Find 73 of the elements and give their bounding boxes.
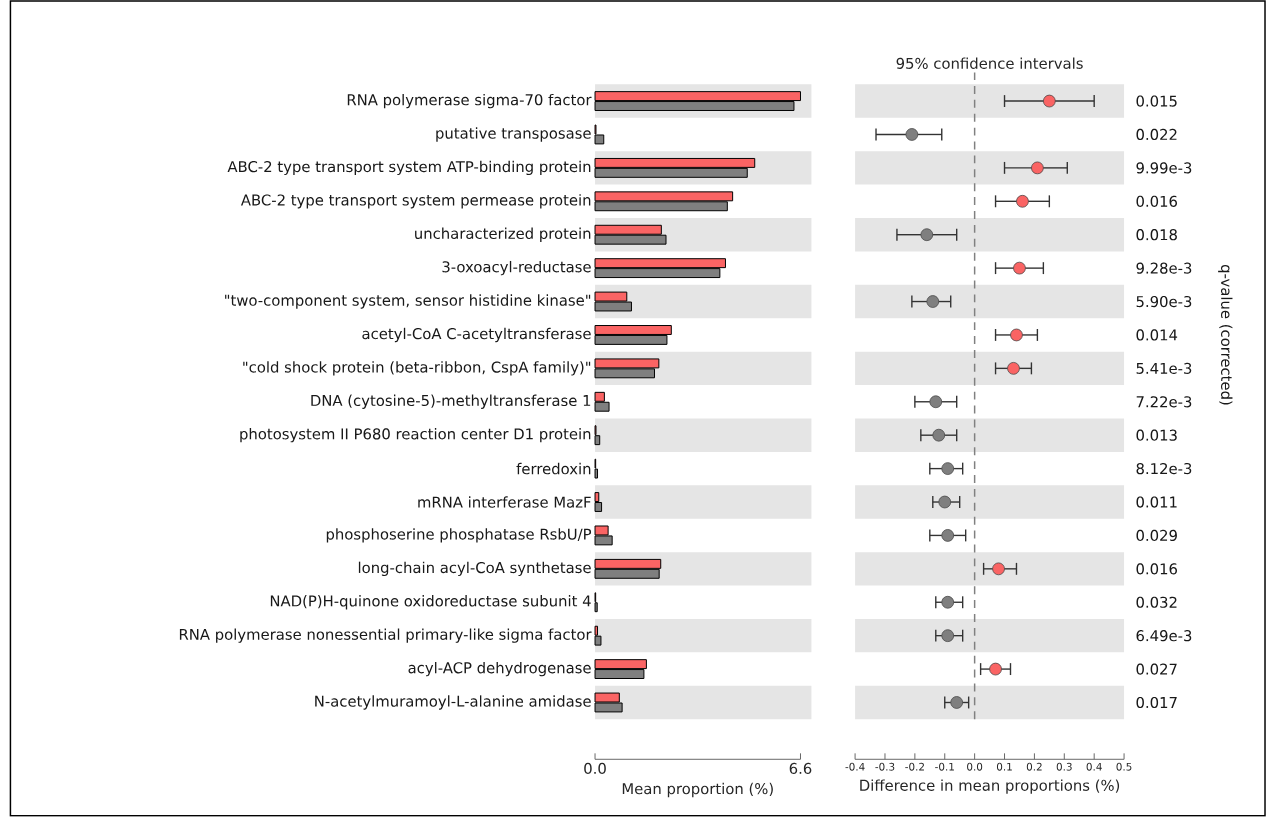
y2-tick-label: 0.022 bbox=[1136, 128, 1177, 141]
y2-tick-label: 9.99e-3 bbox=[1136, 162, 1192, 174]
point bbox=[929, 395, 943, 409]
point bbox=[1013, 261, 1026, 275]
point bbox=[1031, 161, 1044, 175]
y2-tick-label: 0.011 bbox=[1136, 496, 1177, 508]
y-tick-label: acetyl-CoA C-acetyltransferase bbox=[362, 327, 591, 343]
x-tick-label: 0.4 bbox=[1086, 762, 1102, 771]
point bbox=[920, 228, 934, 242]
x-tick-label: 0.0 bbox=[967, 762, 983, 771]
y-tick-label: mRNA interferase MazF bbox=[418, 496, 591, 508]
y2-tick-label: 5.41e-3 bbox=[1136, 362, 1192, 375]
y2-tick-label: 8.12e-3 bbox=[1136, 463, 1192, 475]
y2-axis-title: q-value (corrected) bbox=[1218, 265, 1233, 405]
x-tick-label: -0.2 bbox=[905, 762, 924, 771]
point bbox=[950, 696, 964, 709]
y2-tick-label: 0.016 bbox=[1136, 563, 1178, 575]
y-tick-label: phosphoserine phosphatase RsbU/P bbox=[326, 528, 592, 543]
point bbox=[926, 295, 940, 308]
y-tick-label: ABC-2 type transport system ATP-binding protein bbox=[227, 160, 591, 176]
x-tick-label: 0.5 bbox=[1116, 762, 1132, 771]
point bbox=[938, 495, 952, 509]
point bbox=[941, 629, 955, 643]
point bbox=[1007, 362, 1020, 375]
y2-tick-label: 7.22e-3 bbox=[1136, 396, 1192, 408]
x-tick-label: 0.3 bbox=[1056, 762, 1072, 771]
y-tick-label: ferredoxin bbox=[516, 462, 591, 475]
x-tick-label: 6.6 bbox=[789, 762, 812, 775]
x-axis-title: Mean proportion (%) bbox=[622, 782, 773, 798]
y-tick-label: photosystem II P680 reaction center D1 protein bbox=[240, 428, 591, 443]
y2-tick-label: 5.90e-3 bbox=[1136, 295, 1192, 308]
y2-tick-label: 0.013 bbox=[1136, 429, 1177, 441]
y2-tick-label: 0.018 bbox=[1136, 229, 1177, 241]
y2-tick-label: 0.032 bbox=[1136, 596, 1177, 608]
point bbox=[1010, 328, 1023, 342]
y-tick-label: long-chain acyl-CoA synthetase bbox=[358, 561, 591, 577]
y-tick-label: RNA polymerase nonessential primary-like sigma factor bbox=[179, 628, 592, 643]
chart-title: 95% confidence intervals bbox=[896, 57, 1083, 70]
y2-tick-label: 0.017 bbox=[1136, 696, 1177, 709]
point bbox=[989, 662, 1002, 676]
y-tick-label: "cold shock protein (beta-ribbon, CspA family)" bbox=[243, 361, 591, 376]
x-tick-label: -0.3 bbox=[875, 762, 895, 771]
x-tick-label: -0.4 bbox=[845, 762, 865, 771]
y2-tick-label: 0.015 bbox=[1136, 95, 1177, 107]
point bbox=[905, 128, 919, 141]
x-tick-label: 0.0 bbox=[584, 762, 606, 775]
x-tick-label: -0.1 bbox=[935, 762, 954, 771]
y2-tick-label: 0.027 bbox=[1136, 663, 1177, 675]
point bbox=[1016, 195, 1029, 208]
x-tick-label: 0.2 bbox=[1026, 762, 1042, 771]
x-tick-label: 0.1 bbox=[996, 762, 1012, 771]
y-tick-label: 3-oxoacyl-reductase bbox=[442, 261, 591, 276]
y2-tick-label: 9.28e-3 bbox=[1136, 262, 1192, 274]
y2-tick-label: 0.016 bbox=[1136, 195, 1178, 207]
y2-tick-label: 0.014 bbox=[1136, 329, 1178, 341]
y-tick-label: DNA (cytosine-5)-methyltransferase 1 bbox=[311, 394, 591, 410]
y-tick-label: ABC-2 type transport system permease protein bbox=[240, 194, 591, 209]
point bbox=[992, 562, 1005, 576]
y-tick-label: putative transposase bbox=[436, 127, 591, 142]
y-tick-label: RNA polymerase sigma-70 factor bbox=[347, 93, 592, 109]
point bbox=[941, 462, 955, 476]
point bbox=[941, 595, 955, 609]
x-axis-title: Difference in mean proportions (%) bbox=[860, 779, 1120, 794]
y2-tick-label: 6.49e-3 bbox=[1136, 630, 1192, 642]
point bbox=[1043, 94, 1056, 108]
y2-tick-label: 0.029 bbox=[1136, 529, 1177, 542]
y-tick-label: NAD(P)H-quinone oxidoreductase subunit 4 bbox=[270, 595, 591, 610]
point bbox=[932, 428, 946, 442]
y-tick-label: acyl-ACP dehydrogenase bbox=[408, 661, 591, 677]
point bbox=[941, 529, 955, 542]
y-tick-label: "two-component system, sensor histidine kinase" bbox=[225, 294, 591, 309]
y-tick-label: uncharacterized protein bbox=[415, 227, 591, 242]
y-tick-label: N-acetylmuramoyl-L-alanine amidase bbox=[315, 695, 591, 710]
